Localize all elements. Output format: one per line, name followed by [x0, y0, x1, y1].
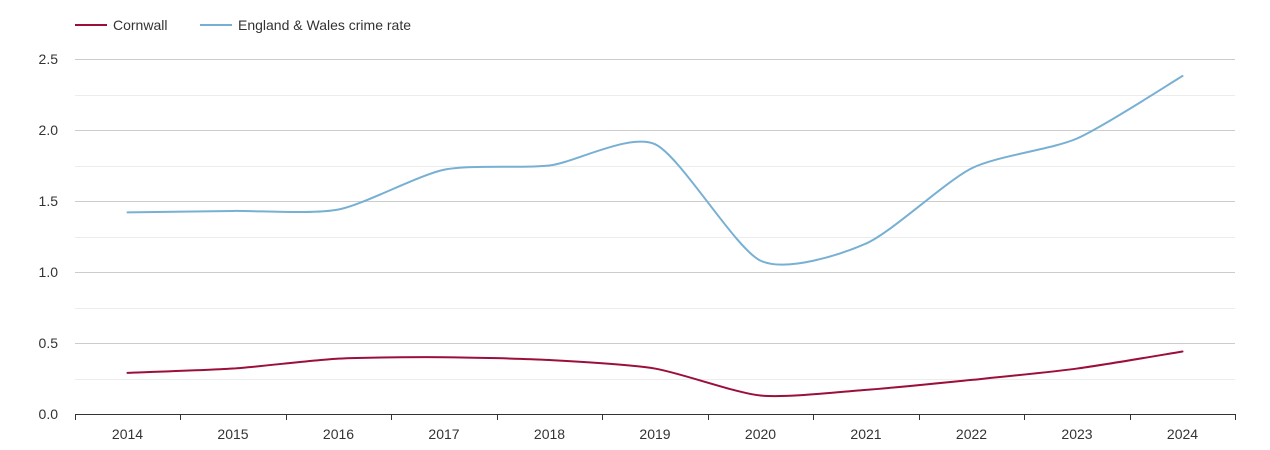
data-point[interactable] — [1177, 70, 1189, 82]
grid — [75, 59, 1235, 380]
data-point[interactable] — [544, 354, 556, 366]
x-tick-label: 2023 — [1061, 426, 1092, 442]
legend-label-england-wales: England & Wales crime rate — [238, 17, 411, 33]
y-tick-label: 1.5 — [39, 193, 59, 209]
data-point[interactable] — [966, 374, 978, 386]
data-point[interactable] — [1071, 363, 1083, 375]
data-point[interactable] — [860, 384, 872, 396]
series-layer — [122, 70, 1189, 402]
x-tick-label: 2020 — [745, 426, 776, 442]
data-point[interactable] — [755, 255, 767, 267]
x-tick-label: 2021 — [850, 426, 881, 442]
data-point[interactable] — [755, 390, 767, 402]
y-tick-label: 0.0 — [39, 406, 59, 422]
y-tick-label: 2.0 — [39, 122, 59, 138]
data-point[interactable] — [649, 138, 661, 150]
data-point[interactable] — [438, 351, 450, 363]
y-tick-label: 1.0 — [39, 264, 59, 280]
x-axis: 2014 2015 2016 2017 2018 2019 2020 2021 2022 2023… — [75, 414, 1236, 442]
series-line-england-wales[interactable] — [126, 75, 1184, 266]
legend-item-england-wales[interactable]: England & Wales crime rate — [200, 17, 411, 33]
x-tick-label: 2015 — [217, 426, 248, 442]
data-point[interactable] — [227, 205, 239, 217]
legend-item-cornwall[interactable]: Cornwall — [75, 17, 167, 33]
data-point[interactable] — [333, 204, 345, 216]
x-tick-label: 2017 — [428, 426, 459, 442]
data-point[interactable] — [333, 353, 345, 365]
data-point[interactable] — [438, 164, 450, 176]
data-point[interactable] — [966, 162, 978, 174]
y-tick-label: 0.5 — [39, 335, 59, 351]
legend: Cornwall England & Wales crime rate — [75, 17, 411, 33]
data-point[interactable] — [860, 238, 872, 250]
x-tick-label: 2014 — [112, 426, 143, 442]
x-tick-label: 2022 — [956, 426, 987, 442]
x-tick-label: 2018 — [534, 426, 565, 442]
data-point[interactable] — [649, 363, 661, 375]
data-point[interactable] — [122, 367, 134, 379]
data-point[interactable] — [1071, 133, 1083, 145]
data-point[interactable] — [1177, 346, 1189, 358]
y-axis: 0.0 0.5 1.0 1.5 2.0 2.5 — [39, 51, 59, 422]
data-point[interactable] — [544, 160, 556, 172]
series-line-cornwall[interactable] — [126, 350, 1184, 398]
x-tick-label: 2019 — [639, 426, 670, 442]
x-tick-label: 2024 — [1167, 426, 1198, 442]
x-tick-label: 2016 — [323, 426, 354, 442]
data-point[interactable] — [122, 206, 134, 218]
legend-label-cornwall: Cornwall — [113, 17, 167, 33]
y-tick-label: 2.5 — [39, 51, 59, 67]
data-point[interactable] — [227, 363, 239, 375]
